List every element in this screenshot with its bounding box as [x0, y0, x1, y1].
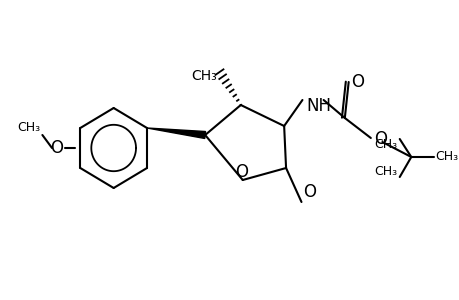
Text: O: O	[373, 130, 386, 148]
Text: CH₃: CH₃	[374, 165, 397, 178]
Text: CH₃: CH₃	[374, 138, 397, 151]
Text: O: O	[303, 183, 316, 201]
Text: O: O	[235, 163, 248, 181]
Text: CH₃: CH₃	[434, 151, 458, 164]
Text: O: O	[351, 73, 364, 91]
Polygon shape	[147, 128, 205, 139]
Text: O: O	[50, 139, 63, 157]
Text: NH: NH	[306, 97, 330, 115]
Text: CH₃: CH₃	[190, 69, 216, 83]
Text: CH₃: CH₃	[17, 121, 40, 134]
